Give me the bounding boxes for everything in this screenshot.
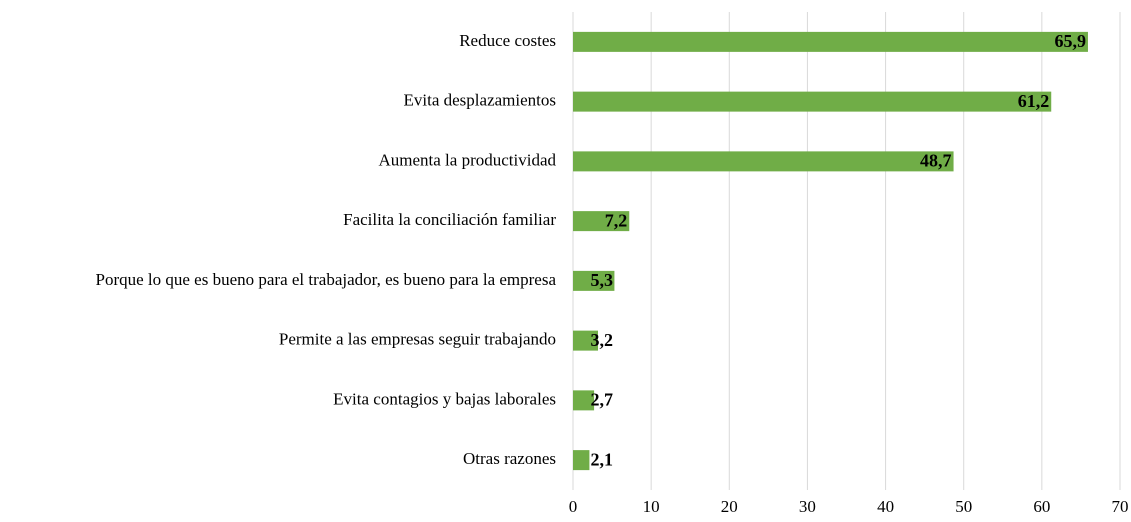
x-tick-label: 10 (643, 497, 660, 516)
bar (573, 31, 1088, 52)
x-tick-label: 40 (877, 497, 894, 516)
bar (573, 390, 595, 411)
data-label: 7,2 (605, 210, 628, 230)
x-tick-label: 60 (1033, 497, 1050, 516)
data-label: 65,9 (1054, 31, 1086, 51)
data-label: 2,1 (591, 449, 614, 469)
data-label: 2,7 (591, 390, 614, 410)
y-tick-label: Reduce costes (459, 31, 556, 50)
bar (573, 211, 630, 232)
data-label: 3,2 (591, 330, 614, 350)
data-label: 61,2 (1018, 91, 1050, 111)
bar (573, 450, 590, 471)
bar (573, 151, 954, 172)
data-label: 5,3 (591, 270, 614, 290)
y-tick-label: Evita desplazamientos (404, 91, 556, 110)
x-tick-label: 50 (955, 497, 972, 516)
bar (573, 270, 615, 291)
bar (573, 91, 1052, 112)
y-tick-label: Aumenta la productividad (378, 150, 556, 169)
y-tick-label: Evita contagios y bajas laborales (333, 389, 556, 408)
bar (573, 330, 599, 351)
x-tick-label: 70 (1112, 497, 1129, 516)
x-tick-label: 0 (569, 497, 578, 516)
y-tick-label: Otras razones (463, 449, 556, 468)
y-tick-label: Porque lo que es bueno para el trabajado… (96, 270, 557, 289)
x-tick-label: 20 (721, 497, 738, 516)
y-tick-label: Permite a las empresas seguir trabajando (279, 330, 556, 349)
x-tick-label: 30 (799, 497, 816, 516)
y-tick-label: Facilita la conciliación familiar (343, 210, 556, 229)
data-label: 48,7 (920, 151, 952, 171)
